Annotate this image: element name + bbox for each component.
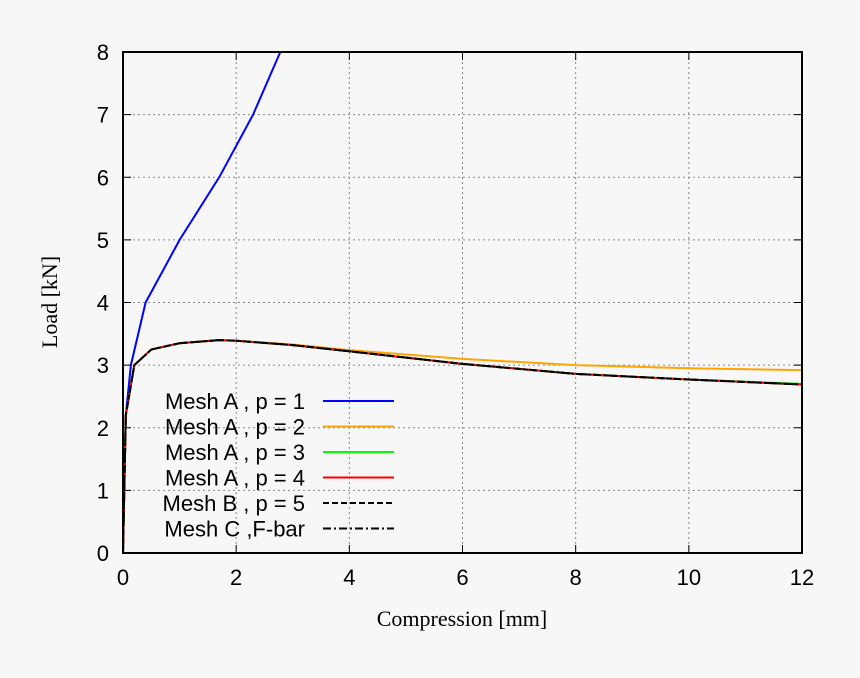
y-tick-label: 6 [97,165,109,190]
legend-label: Mesh C ,F-bar [164,517,305,542]
x-tick-label: 0 [117,565,129,590]
x-tick-label: 2 [230,565,242,590]
y-tick-label: 4 [97,291,109,316]
x-tick-label: 4 [343,565,355,590]
legend-label: Mesh A , p = 4 [165,466,305,491]
y-tick-label: 1 [97,478,109,503]
legend-label: Mesh B , p = 5 [163,491,305,516]
series-line-5 [123,339,802,553]
legend-label: Mesh A , p = 3 [165,440,305,465]
y-tick-label: 5 [97,228,109,253]
y-tick-label: 7 [97,103,109,128]
grid [123,52,802,553]
y-tick-label: 8 [97,40,109,65]
y-axis-label: Load [kN] [37,256,62,348]
x-tick-label: 6 [456,565,468,590]
y-tick-label: 2 [97,416,109,441]
y-tick-label: 0 [97,541,109,566]
series-lines [123,52,802,553]
legend-label: Mesh A , p = 2 [165,415,305,440]
series-line-6 [123,339,802,553]
x-tick-label: 8 [570,565,582,590]
x-tick-label: 12 [790,565,814,590]
x-axis-label: Compression [mm] [377,606,548,631]
x-tick-label: 10 [677,565,701,590]
legend-label: Mesh A , p = 1 [165,389,305,414]
y-tick-label: 3 [97,353,109,378]
